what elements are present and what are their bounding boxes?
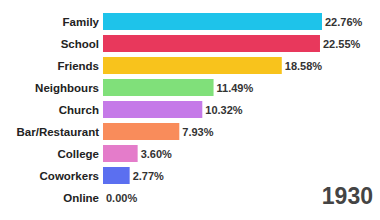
category-label: School [61,38,99,50]
category-label: Coworkers [40,170,99,182]
chart: Family 22.76% School 22.55% Friends 18.58% Nei… [0,0,380,220]
bar [103,57,282,74]
chart-root: Family 22.76% School 22.55% Friends 18.58% Nei… [0,0,380,220]
bar [103,101,202,118]
category-label: College [57,148,99,160]
bar [103,123,179,140]
category-label: Family [63,16,100,28]
data-label: 11.49% [217,82,254,94]
category-label: Bar/Restaurant [17,126,100,138]
labels: Family 22.76% School 22.55% Friends 18.58% Nei… [17,16,363,204]
bar [103,145,138,162]
bar [103,167,130,184]
data-label: 18.58% [285,60,323,72]
bar [103,35,320,52]
data-label: 22.55% [323,38,361,50]
category-label: Neighbours [35,82,99,94]
data-label: 10.32% [205,104,243,116]
bar [103,13,322,30]
data-label: 2.77% [133,170,164,182]
bar [103,189,104,206]
bars [103,13,322,184]
bar [103,79,214,96]
year-annotation: 1930 [322,183,373,209]
data-label: 0.00% [106,192,137,204]
category-label: Friends [57,60,99,72]
category-label: Online [63,192,99,204]
data-label: 7.93% [182,126,213,138]
category-label: Church [59,104,99,116]
data-label: 3.60% [141,148,172,160]
data-label: 22.76% [325,16,363,28]
